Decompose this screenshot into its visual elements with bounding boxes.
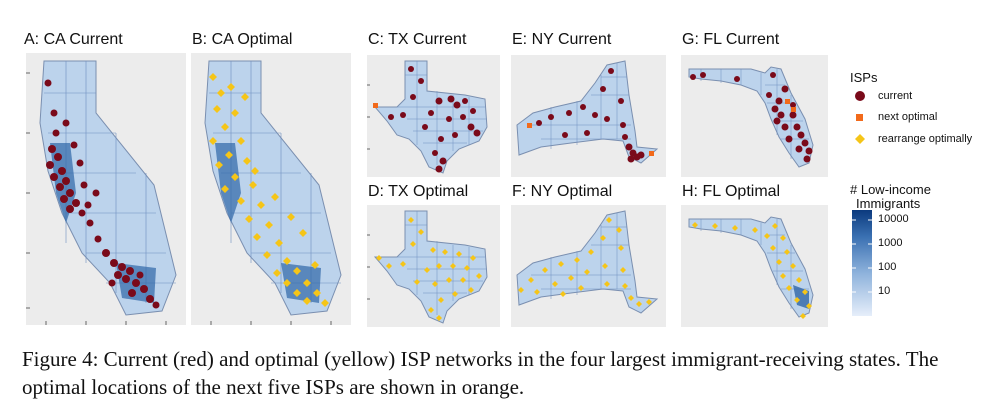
panel-title-g: G: FL Current	[682, 31, 780, 48]
panel-title-f: F: NY Optimal	[512, 183, 613, 200]
legend-marker-current	[855, 91, 865, 101]
figure-caption: Figure 4: Current (red) and optimal (yel…	[22, 347, 939, 399]
legend-marker-next-optimal	[856, 114, 863, 121]
panel-title-a: A: CA Current	[24, 31, 123, 48]
panel-title-b: B: CA Optimal	[192, 31, 293, 48]
next-optimal-marker	[373, 103, 378, 108]
panel-title-h: H: FL Optimal	[682, 183, 781, 200]
state-shape-tx	[373, 210, 488, 324]
legend-scale-tick-10000: 10000	[878, 213, 909, 225]
map-panel-ca-optimal	[191, 53, 351, 325]
current-isp-markers	[536, 68, 645, 163]
current-isp-markers	[388, 66, 481, 173]
panel-title-d: D: TX Optimal	[368, 183, 469, 200]
legend-scale-tick-100: 100	[878, 261, 897, 273]
map-panel-tx-optimal	[367, 205, 500, 327]
optimal-isp-markers	[376, 217, 482, 321]
next-optimal-marker	[527, 123, 532, 128]
optimal-isp-markers	[692, 222, 812, 319]
legend-colorbar	[852, 210, 872, 316]
optimal-isp-markers	[209, 73, 329, 307]
legend-scale-title-line1: # Low-income	[850, 182, 931, 197]
map-panel-ca-current	[26, 53, 186, 325]
legend-label-next-optimal: next optimal	[878, 111, 938, 123]
state-shape-ny	[516, 60, 659, 164]
next-optimal-marker	[791, 107, 796, 112]
map-panel-ny-current	[511, 55, 666, 177]
state-shape-ca	[204, 60, 342, 316]
legend-scale-title-line2: Immigrants	[856, 196, 921, 211]
map-panel-ny-optimal	[511, 205, 666, 327]
optimal-isp-markers	[518, 217, 652, 307]
panel-title-c: C: TX Current	[368, 31, 467, 48]
next-optimal-marker	[649, 151, 654, 156]
state-shape-ca	[39, 60, 177, 316]
state-shape-fl	[688, 66, 814, 168]
state-shape-ny	[516, 210, 659, 314]
legend-marker-rearrange	[855, 134, 865, 144]
panel-title-e: E: NY Current	[512, 31, 612, 48]
legend-label-rearrange: rearrange optimally	[878, 133, 973, 145]
state-shape-fl	[688, 216, 814, 318]
legend-scale-tick-1000: 1000	[878, 237, 903, 249]
legend-label-current: current	[878, 90, 913, 102]
legend-scale-tick-10: 10	[878, 285, 891, 297]
current-isp-markers	[690, 72, 813, 163]
map-panel-tx-current	[367, 55, 500, 177]
map-panel-fl-current	[681, 55, 828, 177]
legend-isps-title: ISPs	[850, 70, 878, 85]
next-optimal-marker	[785, 99, 790, 104]
map-panel-fl-optimal	[681, 205, 828, 327]
current-isp-markers	[44, 79, 160, 309]
